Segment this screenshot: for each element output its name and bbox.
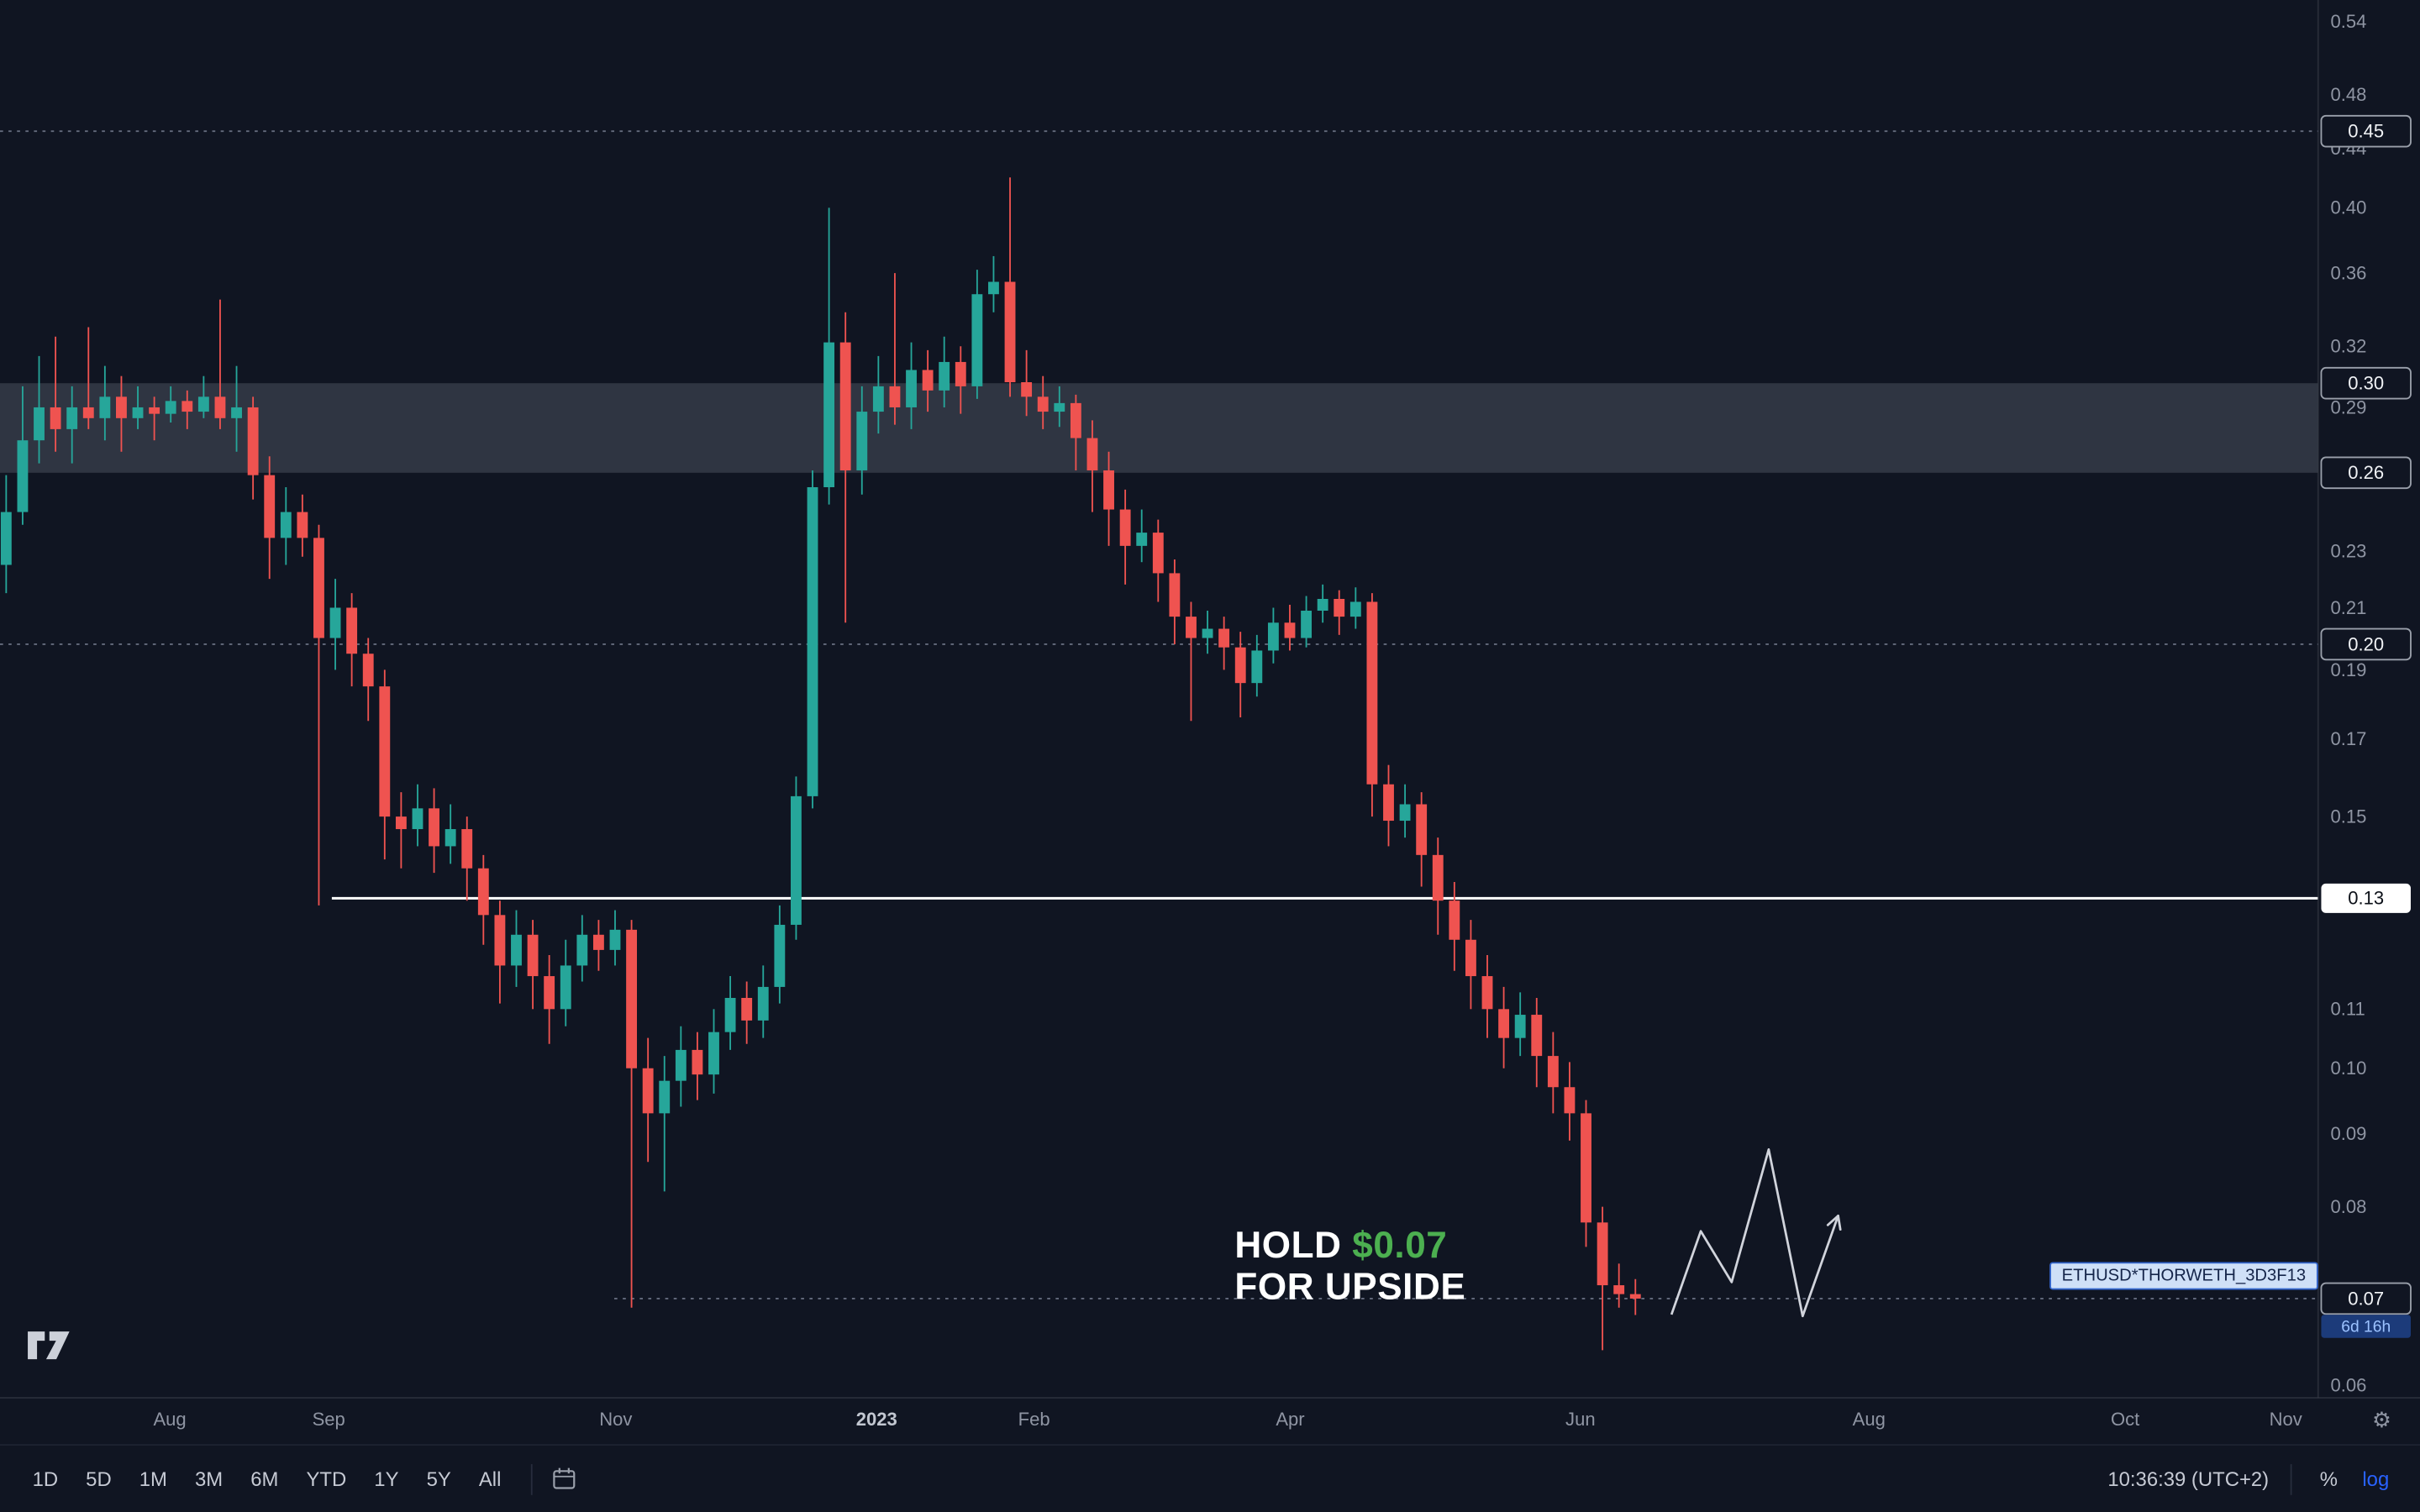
svg-text:6d 16h: 6d 16h	[2341, 1318, 2391, 1336]
symbol-price-label[interactable]: ETHUSD*THORWETH_3D3F13	[2049, 1262, 2318, 1290]
svg-text:0.11: 0.11	[2330, 999, 2365, 1020]
projection-zigzag[interactable]	[1670, 1147, 1842, 1318]
svg-text:0.45: 0.45	[2348, 121, 2384, 142]
svg-text:Aug: Aug	[1853, 1409, 1886, 1430]
svg-text:0.29: 0.29	[2330, 396, 2366, 417]
clock[interactable]: 10:36:39 (UTC+2)	[2107, 1467, 2270, 1491]
svg-text:0.54: 0.54	[2330, 11, 2366, 32]
svg-text:0.20: 0.20	[2348, 633, 2384, 654]
supply-zone-band[interactable]	[0, 383, 2318, 473]
svg-text:0.19: 0.19	[2330, 659, 2366, 680]
svg-text:Apr: Apr	[1276, 1409, 1304, 1430]
price-badge-0.20: 0.20	[2320, 627, 2412, 661]
svg-text:0.06: 0.06	[2330, 1375, 2366, 1396]
candle-series	[0, 177, 1641, 1351]
svg-text:0.07: 0.07	[2348, 1288, 2384, 1309]
log-scale-button[interactable]: log	[2362, 1467, 2390, 1491]
svg-text:Sep: Sep	[313, 1409, 345, 1430]
range-button-6m[interactable]: 6M	[250, 1467, 279, 1491]
svg-text:Feb: Feb	[1018, 1409, 1050, 1430]
toolbar-divider	[2290, 1463, 2292, 1494]
range-buttons: 1D 5D 1M 3M 6M YTD 1Y 5Y All	[18, 1462, 515, 1495]
price-badge-0.45: 0.45	[2320, 114, 2412, 148]
hold-price: $0.07	[1352, 1225, 1448, 1267]
tradingview-logo-mark	[28, 1331, 70, 1360]
price-chart[interactable]: 0.540.480.440.400.360.320.290.260.230.21…	[0, 0, 2420, 1444]
range-button-ytd[interactable]: YTD	[306, 1467, 347, 1491]
svg-text:Aug: Aug	[153, 1409, 186, 1430]
svg-text:Jun: Jun	[1565, 1409, 1596, 1430]
svg-text:0.08: 0.08	[2330, 1196, 2366, 1217]
price-badge-0.26: 0.26	[2320, 456, 2412, 490]
toolbar-divider	[530, 1463, 533, 1494]
hold-annotation-line1: HOLD $0.07	[1234, 1225, 1465, 1267]
svg-text:0.30: 0.30	[2348, 373, 2384, 394]
svg-text:0.15: 0.15	[2330, 806, 2366, 827]
bottom-toolbar: 1D 5D 1M 3M 6M YTD 1Y 5Y All 10:36:39 (UTC+2) % …	[0, 1444, 2420, 1512]
time-axis[interactable]: Aug Sep Nov 2023 Feb Apr Jun Aug Oct Nov	[153, 1409, 2302, 1430]
hold-label: HOLD	[1234, 1225, 1353, 1267]
go-to-date-button[interactable]	[547, 1462, 580, 1495]
range-button-all[interactable]: All	[478, 1467, 502, 1491]
svg-text:0.26: 0.26	[2348, 462, 2384, 483]
range-button-5y[interactable]: 5Y	[426, 1467, 451, 1491]
gear-icon[interactable]: ⚙	[2372, 1409, 2391, 1432]
range-button-1m[interactable]: 1M	[139, 1467, 167, 1491]
svg-text:0.32: 0.32	[2330, 336, 2366, 357]
svg-text:0.09: 0.09	[2330, 1123, 2366, 1144]
price-badge-0.30: 0.30	[2320, 366, 2412, 400]
svg-text:Nov: Nov	[599, 1409, 632, 1430]
hold-annotation-line2: FOR UPSIDE	[1234, 1266, 1466, 1309]
price-axis[interactable]: 0.540.480.440.400.360.320.290.260.230.21…	[2330, 11, 2366, 1396]
svg-text:0.40: 0.40	[2330, 197, 2366, 218]
price-badge-0.13: 0.13	[2321, 883, 2411, 913]
calendar-icon	[552, 1467, 575, 1489]
bar-countdown: 6d 16h	[2321, 1315, 2411, 1338]
svg-text:2023: 2023	[856, 1409, 897, 1430]
range-button-3m[interactable]: 3M	[195, 1467, 224, 1491]
svg-text:0.13: 0.13	[2348, 888, 2384, 909]
svg-text:0.17: 0.17	[2330, 728, 2366, 749]
hold-annotation[interactable]: HOLD $0.07 FOR UPSIDE	[1234, 1225, 1465, 1308]
svg-text:Oct: Oct	[2111, 1409, 2139, 1430]
price-badge-0.07: 0.07	[2320, 1282, 2412, 1315]
svg-text:0.48: 0.48	[2330, 84, 2366, 105]
price-badges: 0.45 0.30 0.26 0.20 0.13 0.07 6d 16h	[2320, 114, 2412, 1338]
tradingview-logo[interactable]	[24, 1327, 74, 1372]
range-button-1d[interactable]: 1D	[32, 1467, 59, 1491]
svg-text:0.10: 0.10	[2330, 1058, 2366, 1079]
range-button-1y[interactable]: 1Y	[374, 1467, 399, 1491]
svg-text:Nov: Nov	[2270, 1409, 2302, 1430]
range-button-5d[interactable]: 5D	[86, 1467, 112, 1491]
svg-text:0.23: 0.23	[2330, 541, 2366, 562]
percent-scale-button[interactable]: %	[2319, 1467, 2338, 1491]
svg-text:0.21: 0.21	[2330, 597, 2366, 618]
svg-text:0.36: 0.36	[2330, 263, 2366, 284]
